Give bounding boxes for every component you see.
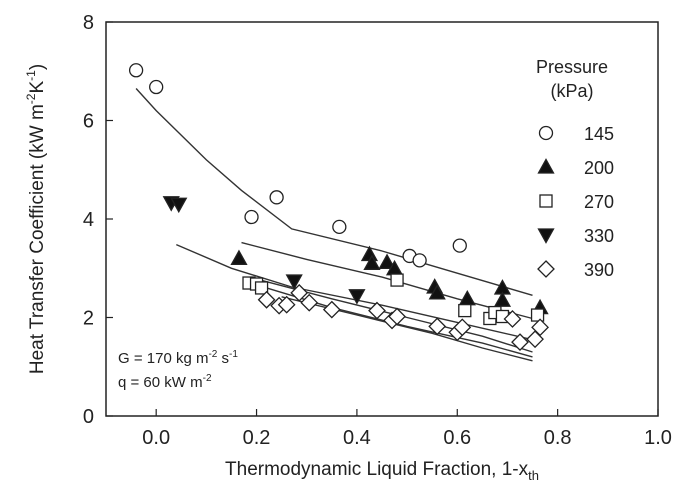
x-tick-label: 1.0: [644, 427, 672, 449]
legend-items: 145 200 270 330 390: [537, 124, 614, 280]
point-200: [378, 253, 396, 269]
x-axis-label-main: Thermodynamic Liquid Fraction, 1-x: [225, 459, 529, 480]
point-270: [254, 281, 269, 295]
point-145: [332, 219, 347, 235]
legend: Pressure (kPa) 145 200 270 330 390: [536, 57, 614, 280]
y-axis-label: Heat Transfer Coefficient (kW m-2K-1): [24, 64, 48, 374]
legend-marker-390: [537, 260, 555, 278]
legend-marker-330: [537, 228, 555, 244]
legend-label-145: 145: [584, 124, 614, 144]
y-axis-ticks: 0 2 4 6 8: [83, 12, 113, 428]
legend-label-330: 330: [584, 226, 614, 246]
legend-label-200: 200: [584, 158, 614, 178]
point-390: [503, 310, 522, 328]
x-axis-label-subscript: th: [528, 468, 539, 483]
x-axis-ticks: 0.0 0.2 0.4 0.6 0.8 1.0: [142, 409, 672, 449]
point-145: [452, 238, 467, 253]
point-270: [390, 273, 404, 287]
legend-marker-200: [537, 158, 555, 174]
point-145: [149, 79, 164, 95]
point-330: [170, 197, 188, 214]
legend-title-line1: Pressure: [536, 57, 608, 77]
point-270: [530, 308, 545, 322]
legend-label-270: 270: [584, 192, 614, 212]
fit-curve-1: [135, 88, 533, 296]
point-145: [128, 63, 144, 78]
point-390: [290, 283, 309, 302]
annotation-mass-flux-sup2: -1: [229, 349, 238, 360]
y-tick-label: 4: [83, 209, 94, 231]
y-axis-label-k: K: [27, 81, 48, 94]
point-145: [244, 209, 259, 225]
annotation-heat-flux-sup: -2: [203, 373, 212, 384]
point-390: [368, 301, 386, 320]
data-points: [128, 63, 549, 352]
point-390: [300, 293, 319, 312]
x-tick-label: 0.8: [544, 427, 572, 449]
point-390: [531, 318, 549, 337]
x-tick-label: 0.6: [443, 427, 471, 449]
point-390: [388, 307, 406, 326]
point-145: [269, 190, 284, 205]
y-axis-label-end: ): [27, 64, 48, 70]
annotation-heat-flux-text: q = 60 kW m: [118, 374, 203, 391]
point-390: [511, 333, 529, 352]
point-200: [363, 254, 381, 270]
conditions-annotation: G = 170 kg m-2 s-1 q = 60 kW m-2: [118, 349, 238, 391]
y-axis-label-main: Heat Transfer Coefficient (kW m: [27, 104, 48, 374]
point-200: [428, 284, 446, 300]
annotation-mass-flux-sup: -2: [208, 349, 217, 360]
y-tick-label: 2: [83, 308, 94, 330]
point-390: [322, 300, 341, 319]
y-tick-label: 8: [83, 12, 94, 34]
x-tick-label: 0.4: [343, 427, 371, 449]
legend-marker-145: [538, 125, 554, 141]
point-330: [348, 289, 366, 305]
legend-marker-270: [539, 194, 553, 208]
point-145: [412, 253, 427, 268]
point-390: [428, 317, 447, 336]
fit-curve-2: [241, 241, 533, 320]
point-390: [453, 318, 472, 337]
point-200: [230, 249, 248, 266]
legend-title-line2: (kPa): [550, 81, 593, 101]
y-tick-label: 6: [83, 111, 94, 133]
annotation-heat-flux: q = 60 kW m-2: [118, 373, 212, 391]
x-axis-label: Thermodynamic Liquid Fraction, 1-xth: [225, 459, 539, 483]
y-axis-label-sup2: -1: [24, 70, 38, 81]
y-axis-label-sup1: -2: [24, 93, 38, 104]
legend-label-390: 390: [584, 260, 614, 280]
annotation-mass-flux-s: s: [217, 350, 229, 367]
fit-curve-3: [176, 243, 533, 341]
annotation-mass-flux-text: G = 170 kg m: [118, 350, 208, 367]
x-tick-label: 0.0: [142, 427, 170, 449]
point-390: [257, 290, 276, 309]
point-200: [458, 289, 476, 306]
annotation-mass-flux: G = 170 kg m-2 s-1: [118, 349, 238, 367]
x-tick-label: 0.2: [243, 427, 271, 449]
point-200: [493, 291, 512, 307]
point-390: [277, 295, 296, 314]
y-tick-label: 0: [83, 406, 94, 428]
point-270: [458, 303, 472, 318]
point-330: [285, 274, 303, 290]
